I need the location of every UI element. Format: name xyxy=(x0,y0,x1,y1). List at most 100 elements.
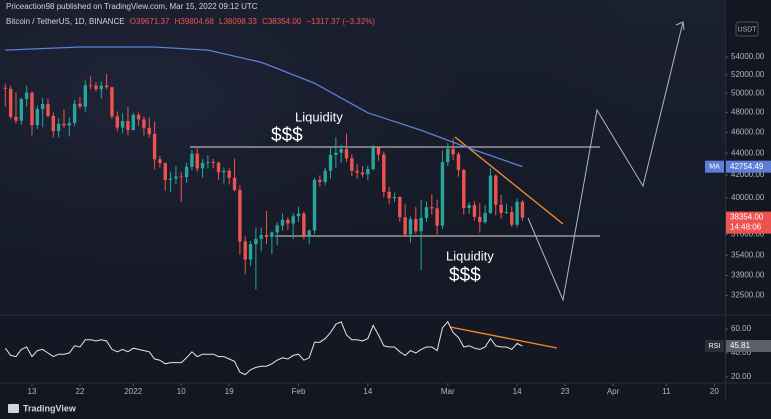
candle-body xyxy=(152,134,157,160)
x-tick-label: 14 xyxy=(363,387,372,396)
candle-body xyxy=(350,158,354,171)
candle-body xyxy=(275,225,279,233)
x-tick-label: 19 xyxy=(225,387,234,396)
y-tick-label: 54000.00 xyxy=(731,52,765,61)
candle-body xyxy=(88,85,93,87)
y-tick-label: 20.00 xyxy=(731,372,752,381)
x-tick-label: 20 xyxy=(710,387,719,396)
candle-body xyxy=(174,176,178,179)
symbol-title: Bitcoin / TetherUS, 1D, BINANCE xyxy=(6,17,125,26)
candle-body xyxy=(360,172,365,175)
candle-body xyxy=(392,196,397,199)
candle-body xyxy=(334,152,338,155)
y-tick-label: 48000.00 xyxy=(731,107,765,116)
candle-body xyxy=(216,162,221,173)
candle-body xyxy=(206,162,210,163)
y-tick-label: 60.00 xyxy=(731,324,752,333)
candle-body xyxy=(366,169,370,175)
ma-tag-name: MA xyxy=(709,163,720,170)
candle-body xyxy=(291,216,295,224)
candle-body xyxy=(419,217,423,232)
x-tick-label: 13 xyxy=(28,387,37,396)
projection-arrowhead xyxy=(675,21,685,31)
candle-body xyxy=(120,121,125,128)
y-tick-label: 40000.00 xyxy=(731,193,765,202)
candle-body xyxy=(142,119,146,128)
candle-body xyxy=(56,123,61,131)
candle-body xyxy=(296,213,301,217)
candle-body xyxy=(211,162,215,163)
candle-body xyxy=(504,212,509,214)
candle-body xyxy=(126,121,130,131)
candle-body xyxy=(40,103,45,109)
candle-body xyxy=(408,219,413,235)
candle-body xyxy=(339,149,343,153)
candle-body xyxy=(243,241,247,260)
logo xyxy=(8,404,19,413)
candle-body xyxy=(131,115,135,131)
candle-body xyxy=(232,177,237,190)
candle-body xyxy=(270,232,274,237)
candle-body xyxy=(222,170,226,173)
candle-body xyxy=(3,87,8,89)
candle-body xyxy=(328,154,333,171)
candle-body xyxy=(403,217,407,235)
candle-body xyxy=(462,169,466,208)
candle-body xyxy=(99,85,103,90)
ma-line xyxy=(5,46,523,168)
y-tick-label: 40.00 xyxy=(731,348,752,357)
candle-body xyxy=(168,178,173,180)
candle-body xyxy=(451,148,455,155)
ma-tag-name-bg xyxy=(705,160,724,173)
candle-body xyxy=(488,175,493,214)
candle-body xyxy=(307,230,311,236)
candle-body xyxy=(238,189,242,242)
candle-body xyxy=(46,103,50,116)
candle-body xyxy=(344,149,349,159)
y-tick-label: 46000.00 xyxy=(731,127,765,136)
candle-body xyxy=(382,154,386,192)
price-tag-bg xyxy=(726,211,771,234)
candle-body xyxy=(136,115,141,120)
candle-body xyxy=(286,219,290,224)
rsi-tag: 45.81 xyxy=(730,341,751,350)
annotation: $$$ xyxy=(449,265,481,286)
candle-body xyxy=(51,115,56,131)
ma-tag-bg xyxy=(726,160,771,173)
x-tick-label: Feb xyxy=(292,387,306,396)
candle-body xyxy=(163,163,167,180)
x-tick-label: 2022 xyxy=(124,387,142,396)
rsi-line xyxy=(4,320,523,376)
candle-body xyxy=(398,196,402,218)
candle-body xyxy=(104,85,109,88)
candle-body xyxy=(520,201,525,218)
x-tick-label: 11 xyxy=(662,387,671,396)
y-tick-label: 42000.00 xyxy=(731,170,765,179)
candle-body xyxy=(200,162,205,169)
candle-body xyxy=(456,154,461,170)
candle-body xyxy=(35,108,40,126)
annotation: Liquidity xyxy=(295,109,343,124)
candle-body xyxy=(376,147,381,155)
candle-body xyxy=(424,207,429,218)
projection-path xyxy=(527,21,684,302)
candle-body xyxy=(478,216,482,223)
y-tick-label: 52000.00 xyxy=(731,70,765,79)
candle-body xyxy=(510,212,514,225)
y-tick-label: 35400.00 xyxy=(731,250,765,259)
candle-body xyxy=(8,88,13,117)
candle-body xyxy=(467,205,471,208)
candle-body xyxy=(115,116,119,128)
candle-body xyxy=(195,153,199,169)
x-tick-label: 23 xyxy=(561,387,570,396)
ohlc: H39804.68 xyxy=(174,17,214,26)
annotation: $$$ xyxy=(271,125,303,146)
x-tick-label: 10 xyxy=(177,387,186,396)
candle-body xyxy=(355,170,359,173)
ohlc: L38098.33 xyxy=(219,17,257,26)
candle-body xyxy=(371,147,375,170)
footer-brand: TradingView xyxy=(23,403,77,413)
x-tick-label: Apr xyxy=(607,387,620,396)
candle-body xyxy=(387,191,391,199)
